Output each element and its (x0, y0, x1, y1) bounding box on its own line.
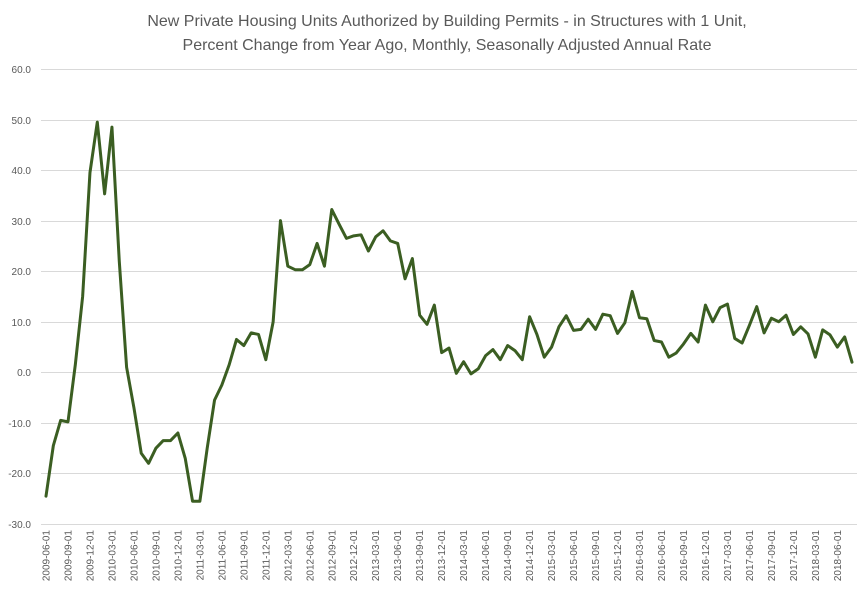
series-layer (44, 120, 854, 503)
x-tick-label: 2012-03-01 (283, 530, 294, 582)
y-tick-label: 40.0 (12, 166, 32, 177)
y-axis-ticks: 60.0 50.0 40.0 30.0 20.0 10.0 0.0 -10.0 -20.0 -30… (8, 65, 31, 531)
x-tick-label: 2012-09-01 (327, 530, 338, 582)
x-tick-label: 2015-06-01 (569, 530, 580, 582)
x-tick-label: 2017-06-01 (745, 530, 756, 582)
x-tick-label: 2014-12-01 (525, 530, 536, 582)
y-tick-label: 50.0 (12, 116, 32, 127)
gridlines (41, 69, 857, 525)
x-tick-label: 2012-06-01 (305, 530, 316, 582)
y-tick-label: -10.0 (8, 419, 31, 430)
x-tick-label: 2015-09-01 (591, 530, 602, 582)
y-tick-label: -20.0 (8, 469, 31, 480)
x-tick-label: 2010-12-01 (173, 530, 184, 582)
x-tick-label: 2018-03-01 (811, 530, 822, 582)
x-tick-label: 2017-03-01 (723, 530, 734, 582)
chart-title-line-2: Percent Change from Year Ago, Monthly, S… (183, 37, 712, 54)
y-tick-label: 10.0 (12, 318, 32, 329)
x-tick-label: 2016-06-01 (657, 530, 668, 582)
x-tick-label: 2010-06-01 (129, 530, 140, 582)
x-tick-label: 2011-06-01 (217, 530, 228, 581)
x-tick-label: 2017-09-01 (767, 530, 778, 582)
x-tick-label: 2013-09-01 (415, 530, 426, 582)
x-axis-ticks: 2009-06-01 2009-09-01 2009-12-01 2010-03-01… (42, 530, 844, 582)
x-tick-label: 2014-03-01 (459, 530, 470, 582)
x-tick-label: 2011-09-01 (239, 530, 250, 581)
x-tick-label: 2014-09-01 (503, 530, 514, 582)
y-tick-label: 20.0 (12, 267, 32, 278)
y-tick-label: -30.0 (8, 520, 31, 531)
x-tick-label: 2016-12-01 (701, 530, 712, 582)
x-tick-label: 2018-06-01 (833, 530, 844, 582)
chart-title-line-1: New Private Housing Units Authorized by … (147, 13, 746, 30)
x-tick-label: 2017-12-01 (789, 530, 800, 582)
x-tick-label: 2009-12-01 (86, 530, 97, 582)
x-tick-label: 2015-03-01 (547, 530, 558, 582)
x-tick-label: 2013-12-01 (437, 530, 448, 582)
y-tick-label: 30.0 (12, 217, 32, 228)
x-tick-label: 2009-06-01 (42, 530, 53, 582)
x-tick-label: 2014-06-01 (481, 530, 492, 582)
x-tick-label: 2016-03-01 (635, 530, 646, 582)
x-tick-label: 2010-03-01 (107, 530, 118, 582)
x-tick-label: 2012-12-01 (349, 530, 360, 582)
y-tick-label: 0.0 (17, 368, 31, 379)
y-tick-label: 60.0 (12, 65, 32, 76)
x-tick-label: 2009-09-01 (64, 530, 75, 582)
x-tick-label: 2013-06-01 (393, 530, 404, 582)
x-tick-label: 2011-12-01 (261, 530, 272, 581)
x-tick-label: 2015-12-01 (613, 530, 624, 582)
x-tick-label: 2011-03-01 (195, 530, 206, 581)
x-tick-label: 2016-09-01 (679, 530, 690, 582)
x-tick-label: 2010-09-01 (151, 530, 162, 582)
series-line (44, 120, 854, 503)
x-tick-label: 2013-03-01 (371, 530, 382, 582)
